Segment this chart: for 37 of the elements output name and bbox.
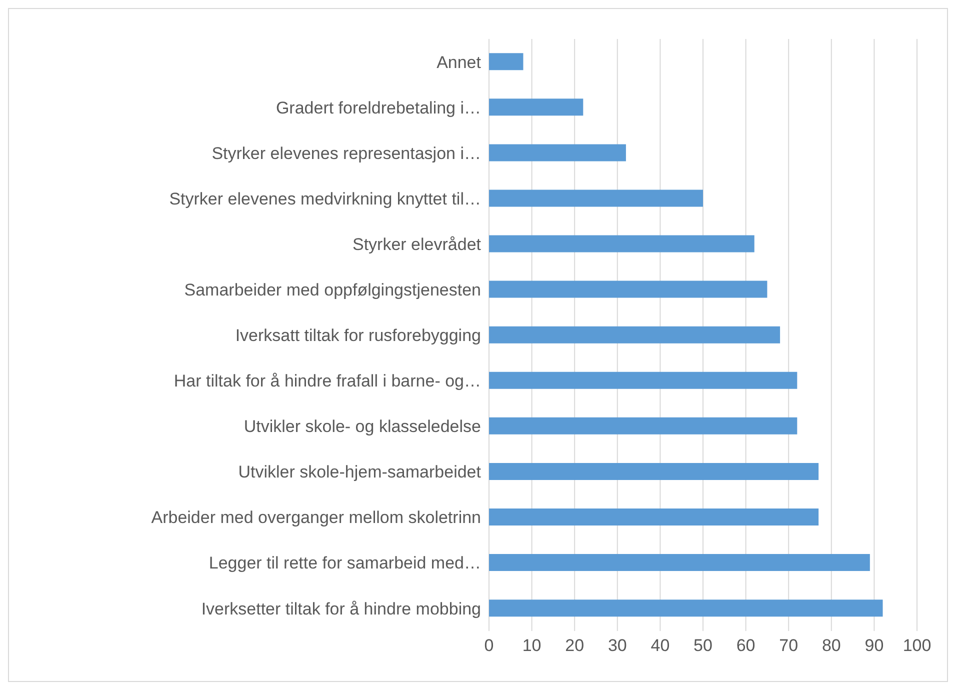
bar — [489, 190, 703, 207]
bar — [489, 462, 819, 480]
y-tick-label: Har tiltak for å hindre frafall i barne- og… — [174, 372, 481, 391]
y-tick-label: Samarbeider med oppfølgingstjenesten — [184, 280, 481, 300]
bar — [489, 326, 780, 344]
y-tick-label: Styrker elevenes representasjon i… — [212, 144, 481, 163]
x-tick-label: 80 — [822, 636, 841, 656]
x-tick-label: 90 — [864, 636, 884, 656]
bar — [489, 235, 754, 252]
bar — [489, 417, 798, 434]
y-tick-label: Annet — [436, 52, 482, 72]
x-tick-label: 10 — [522, 636, 542, 656]
bar — [489, 144, 626, 162]
y-tick-label: Arbeider med overganger mellom skoletrinn — [151, 508, 481, 528]
y-tick-label: Legger til rette for samarbeid med… — [208, 554, 481, 573]
x-tick-label: 30 — [608, 636, 627, 656]
x-tick-label: 60 — [736, 636, 756, 656]
y-tick-label: Styrker elevenes medvirkning knyttet til… — [169, 189, 481, 208]
bar — [489, 554, 870, 572]
y-tick-label: Utvikler skole-hjem-samarbeidet — [238, 462, 482, 482]
bar — [489, 508, 819, 526]
bar — [489, 372, 798, 389]
y-tick-label: Gradert foreldrebetaling i… — [276, 98, 481, 118]
x-tick-label: 20 — [565, 636, 584, 656]
y-tick-label: Iverksetter tiltak for å hindre mobbing — [201, 599, 481, 618]
x-tick-label: 40 — [650, 636, 670, 656]
bar — [489, 280, 768, 298]
x-tick-label: 0 — [484, 636, 494, 656]
x-tick-label: 50 — [694, 636, 712, 656]
y-tick-label: Iverksatt tiltak for rusforebygging — [235, 326, 481, 346]
bar — [489, 53, 524, 70]
y-tick-label: Styrker elevrådet — [352, 234, 482, 254]
y-tick-label: Utvikler skole- og klasseledelse — [244, 417, 481, 436]
x-tick-label: 70 — [779, 636, 798, 656]
bar — [489, 98, 584, 116]
bar — [489, 600, 883, 617]
x-tick-label: 100 — [902, 636, 932, 656]
